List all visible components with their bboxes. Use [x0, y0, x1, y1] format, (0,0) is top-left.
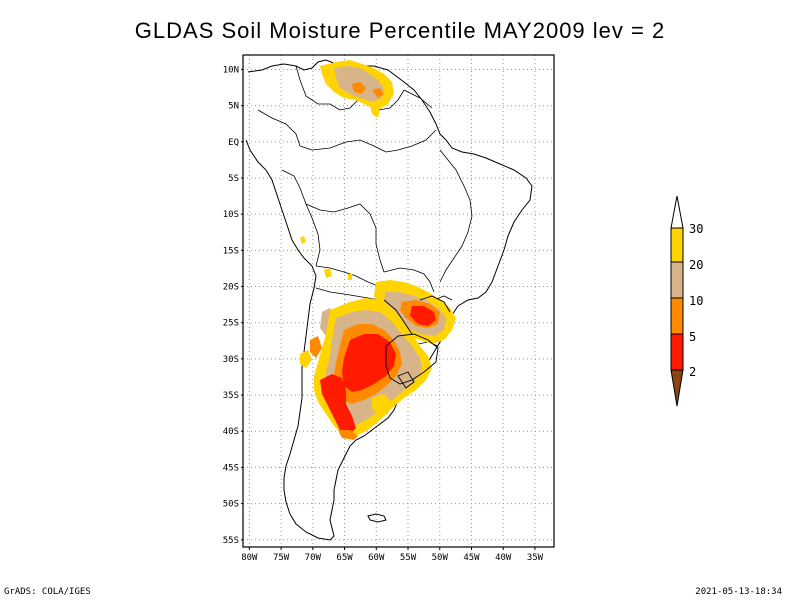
colorbar-label-10: 10: [689, 294, 703, 308]
overlay-borders: [383, 295, 451, 389]
latitude-labels: 10N 5N EQ 5S 10S 15S 20S 25S 30S 35S 40S 45S 50S 55S: [223, 65, 243, 546]
lat-tick-label: 40S: [223, 427, 239, 437]
lon-tick-label: 55W: [400, 553, 417, 563]
falklands-outline: [367, 513, 387, 523]
map-plot-area: [245, 59, 533, 541]
lon-tick-label: 40W: [495, 553, 512, 563]
lat-tick-label: 20S: [223, 283, 239, 293]
lon-tick-label: 50W: [432, 553, 449, 563]
map-title: GLDAS Soil Moisture Percentile MAY2009 l…: [134, 18, 666, 43]
colorbar-2-5: [670, 333, 684, 371]
lon-tick-label: 65W: [336, 553, 353, 563]
lon-tick-label: 80W: [241, 553, 258, 563]
lat-tick-label: 15S: [223, 246, 239, 256]
lon-tick-label: 45W: [463, 553, 480, 563]
lat-tick-label: EQ: [228, 138, 239, 148]
lat-tick-label: 10S: [223, 210, 239, 220]
colorbar-above-30: [670, 195, 684, 229]
colorbar-label-5: 5: [689, 330, 696, 344]
lat-tick-label: 35S: [223, 391, 239, 401]
map-frame: [242, 54, 555, 548]
colorbar-below-2: [670, 369, 684, 407]
colorbar-5-10: [670, 297, 684, 335]
lat-tick-label: 30S: [223, 355, 239, 365]
colorbar: 30 20 10 5 2: [670, 195, 703, 407]
lon-tick-label: 75W: [273, 553, 290, 563]
footer-credit: GrADS: COLA/IGES: [4, 587, 91, 597]
lat-tick-label: 55S: [223, 536, 239, 546]
footer-timestamp: 2021-05-13-18:34: [695, 587, 782, 597]
colorbar-10-20: [670, 261, 684, 299]
lon-tick-label: 60W: [368, 553, 385, 563]
colorbar-20-30: [670, 227, 684, 263]
lon-tick-label: 35W: [527, 553, 544, 563]
longitude-labels: 80W 75W 70W 65W 60W 55W 50W 45W 40W 35W: [241, 547, 544, 563]
colorbar-label-30: 30: [689, 222, 703, 236]
colorbar-label-20: 20: [689, 258, 703, 272]
lat-tick-label: 5N: [228, 102, 239, 112]
lat-tick-label: 50S: [223, 500, 239, 510]
percentile-overlay: [300, 60, 456, 440]
lat-tick-label: 25S: [223, 319, 239, 329]
lat-tick-label: 45S: [223, 463, 239, 473]
lat-tick-label: 10N: [223, 65, 239, 75]
colorbar-label-2: 2: [689, 365, 696, 379]
lon-tick-label: 70W: [305, 553, 322, 563]
lat-tick-label: 5S: [228, 174, 239, 184]
